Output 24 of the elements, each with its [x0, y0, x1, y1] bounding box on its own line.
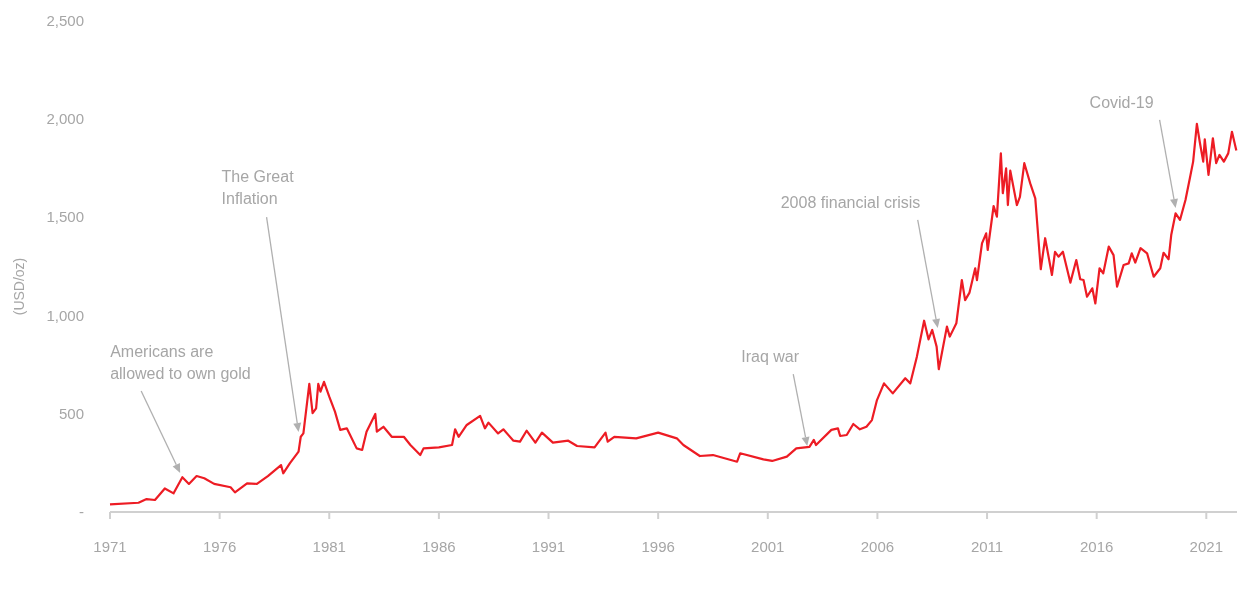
y-tick-label: 2,000 — [46, 110, 84, 128]
x-tick-label: 2021 — [1189, 538, 1223, 555]
x-tick-label: 2011 — [970, 538, 1004, 555]
x-tick-label: 2016 — [1079, 538, 1114, 555]
y-tick-label: 1,500 — [46, 208, 84, 226]
x-tick-label: 1986 — [422, 538, 456, 555]
y-tick-label: 2,500 — [46, 12, 84, 29]
x-tick-label: 1976 — [202, 538, 237, 555]
annotation: The Great Inflation — [221, 168, 295, 208]
x-tick-label: 2006 — [860, 538, 895, 555]
y-tick-label: 1,000 — [46, 306, 84, 324]
x-tick-label: 1996 — [641, 538, 675, 555]
annotation: Covid-19 — [1089, 93, 1154, 111]
y-tick-label: 500 — [58, 404, 84, 422]
x-tick-label: 1981 — [312, 538, 346, 555]
line-series — [108, 122, 1238, 506]
annotation: Americans are allowed to own gold — [110, 342, 251, 382]
y-tick-label: - — [79, 503, 84, 520]
x-tick-label: 2001 — [751, 538, 785, 555]
annotation: Iraq war — [741, 348, 800, 366]
x-tick-label: 1991 — [531, 538, 566, 555]
annotation: 2008 financial crisis — [780, 193, 921, 211]
x-tick-label: 1971 — [93, 538, 127, 555]
y-axis-title: (USD/oz) — [11, 257, 27, 316]
